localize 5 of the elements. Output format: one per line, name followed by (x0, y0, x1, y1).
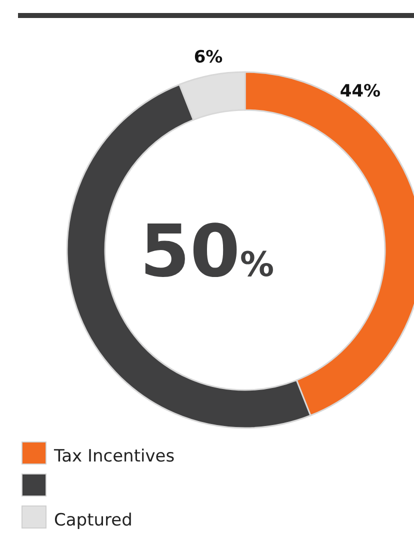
legend-label: Captured (54, 510, 132, 530)
legend-label: Tax Incentives (53, 446, 175, 466)
data-label: 6% (194, 47, 223, 68)
data-label: 44% (340, 81, 381, 102)
text: 50% (140, 209, 274, 293)
